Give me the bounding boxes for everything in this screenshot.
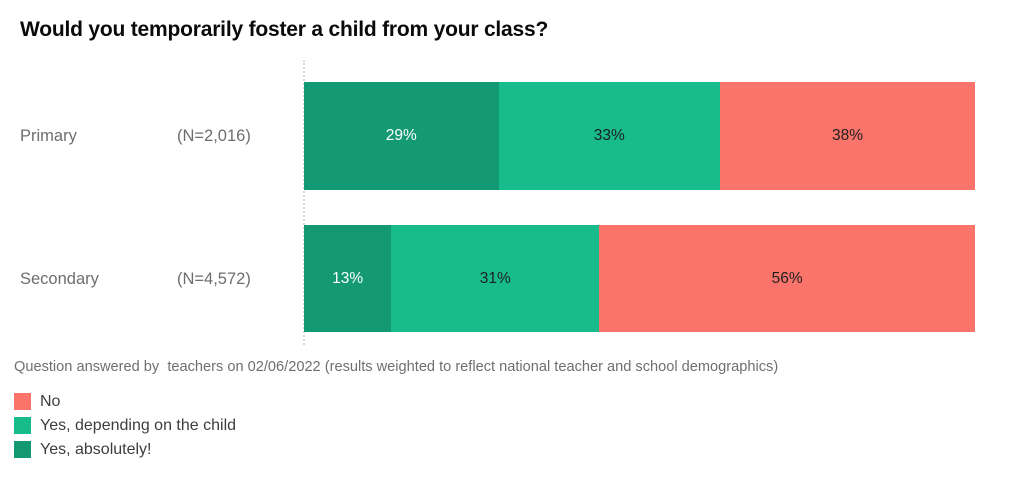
- bar-row-primary: 29% 33% 38%: [304, 82, 975, 190]
- bar-segment-yes-absolutely[interactable]: 13%: [304, 225, 392, 332]
- legend: No Yes, depending on the child Yes, abso…: [14, 393, 236, 465]
- legend-label: No: [40, 392, 61, 410]
- category-label-secondary: Secondary: [20, 270, 99, 288]
- y-axis-dotted-line: [303, 60, 305, 345]
- bar-row-secondary: 13% 31% 56%: [304, 225, 975, 332]
- footnote: Question answered by teachers on 02/06/2…: [14, 359, 779, 375]
- bar-segment-yes-absolutely[interactable]: 29%: [304, 82, 499, 190]
- category-label-primary: Primary: [20, 127, 77, 145]
- legend-label: Yes, depending on the child: [40, 416, 237, 434]
- bar-segment-yes-depending[interactable]: 31%: [391, 225, 600, 332]
- legend-swatch-yes-absolutely: [14, 441, 31, 458]
- bar-segment-yes-depending[interactable]: 33%: [498, 82, 720, 190]
- sample-size-primary: (N=2,016): [177, 127, 251, 145]
- legend-swatch-yes-depending: [14, 417, 31, 434]
- legend-swatch-no: [14, 393, 31, 410]
- sample-size-secondary: (N=4,572): [177, 270, 251, 288]
- legend-label: Yes, absolutely!: [40, 440, 152, 458]
- bar-segment-no[interactable]: 38%: [720, 82, 975, 190]
- legend-item-yes-absolutely: Yes, absolutely!: [14, 441, 236, 458]
- legend-item-no: No: [14, 393, 236, 410]
- legend-item-yes-depending: Yes, depending on the child: [14, 417, 236, 434]
- bar-segment-no[interactable]: 56%: [599, 225, 975, 332]
- chart-title: Would you temporarily foster a child fro…: [20, 18, 549, 41]
